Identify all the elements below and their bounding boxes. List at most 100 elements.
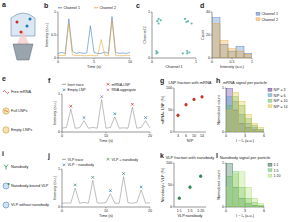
x-tick-label: 0.5	[230, 60, 235, 64]
panel-letter: k	[160, 152, 164, 159]
particle	[26, 25, 29, 28]
particle	[20, 31, 23, 34]
legend-swatch	[268, 169, 272, 172]
diagram-label: Empty LNPs	[11, 128, 32, 132]
marker	[92, 176, 95, 179]
point	[182, 52, 184, 54]
bar	[226, 97, 232, 132]
y-tick-label: 0	[148, 56, 150, 60]
y-tick-label: 0	[170, 205, 172, 209]
icon	[3, 183, 9, 189]
panel-letter: f	[48, 77, 51, 84]
dot	[178, 197, 181, 200]
plot-area	[226, 163, 264, 207]
marker	[140, 186, 143, 189]
y-axis-label: Normalized count	[217, 94, 221, 124]
legend-label: VLP trace	[68, 158, 84, 162]
x-tick-label: 0	[61, 134, 63, 138]
y-tick-label: 0	[208, 56, 210, 60]
diagram-label: Nanobody-bound VLP	[11, 184, 49, 188]
legend-swatch	[94, 7, 98, 8]
marker	[74, 184, 77, 187]
y-tick-label: 0	[54, 56, 56, 60]
x-tick-label: 0	[57, 60, 59, 64]
legend-swatch	[62, 159, 66, 160]
legend-swatch	[63, 89, 65, 92]
panel: f0101020Intensity (a.u.)Time (s)Inert tr…	[48, 77, 152, 143]
bar	[251, 198, 257, 207]
legend-label: Channel 2	[100, 6, 116, 10]
x-axis	[174, 132, 206, 133]
bar	[258, 128, 264, 132]
x-tick-label: 10	[128, 60, 132, 64]
panel-letter: a	[2, 1, 6, 8]
y-axis-label: Intensity (a.u.)	[53, 175, 57, 200]
y-axis-label: Channel 2	[143, 26, 147, 43]
bar	[226, 110, 232, 132]
bar	[226, 176, 232, 207]
y-tick-label: 40	[206, 10, 210, 14]
legend-label: Channel 1	[64, 6, 80, 10]
legend-swatch	[58, 7, 62, 8]
legend-swatch	[62, 84, 66, 85]
x-tick-label: 3	[244, 209, 246, 213]
legend-swatch	[268, 99, 272, 102]
x-axis	[62, 132, 150, 133]
dot	[176, 114, 179, 117]
legend-label: Channel 2	[262, 18, 278, 22]
marker	[114, 113, 117, 116]
plot-area	[176, 95, 203, 117]
point	[184, 18, 186, 20]
x-tick-label: 1:1	[177, 209, 182, 213]
point	[186, 50, 188, 52]
panel: kVLP fraction with nanobody0501001:11:51…	[160, 152, 214, 218]
plot-area	[155, 18, 192, 55]
bar	[228, 49, 236, 58]
legend-label: VLP + nanobody	[112, 158, 139, 162]
y-axis	[174, 88, 175, 132]
x-tick-label: 10	[104, 209, 108, 213]
legend-label: VLP − nanobody	[68, 163, 95, 167]
y-tick-label: 0	[222, 130, 224, 134]
y-tick-label: 0	[58, 130, 60, 134]
x-tick-label: 20	[148, 134, 152, 138]
plot-area	[62, 172, 150, 203]
x-axis-label: Channel 1	[165, 65, 182, 69]
y-tick-label: 0.5	[51, 33, 56, 37]
x-axis	[174, 207, 206, 208]
legend-label: mRNA-LNP	[112, 83, 131, 87]
y-tick-label: 0	[58, 205, 60, 209]
bar	[245, 187, 251, 207]
icon	[4, 165, 8, 170]
x-axis-label: I − I₀ (a.u.)	[236, 214, 255, 218]
y-tick-label: 0	[170, 130, 172, 134]
bar	[236, 51, 244, 58]
x-axis-label: N/P	[187, 139, 194, 143]
x-tick-label: 3	[177, 134, 179, 138]
dot	[200, 95, 203, 98]
bar	[251, 123, 257, 132]
legend-swatch	[107, 83, 109, 86]
legend-swatch	[268, 174, 272, 177]
bar	[212, 24, 220, 59]
y-axis-label: Count	[201, 29, 205, 40]
x-tick-label: 6	[185, 134, 187, 138]
x-tick-label: 10	[104, 134, 108, 138]
x-tick-label: 3	[244, 134, 246, 138]
legend-label: N/P = 6	[274, 94, 286, 98]
panel: d0204000.51CountIntensity (a.u.)Channel …	[200, 2, 278, 69]
x-tick-label: 0	[225, 209, 227, 213]
panel: b00.510510Intensity (a.u.)Time (s)Channe…	[44, 2, 132, 69]
legend-swatch	[268, 88, 272, 91]
point	[157, 51, 159, 53]
legend-label: 1:1	[274, 163, 279, 167]
point	[160, 19, 162, 21]
x-axis	[62, 207, 150, 208]
y-tick-label: 0	[222, 205, 224, 209]
bar	[226, 163, 232, 207]
panel-letter: h	[216, 77, 220, 84]
panel: lNanobody signal per particle01036Normal…	[216, 152, 281, 218]
x-tick-label: 1	[251, 60, 253, 64]
title: VLP fraction with nanobody	[166, 155, 215, 160]
y-tick-label: 1	[148, 10, 150, 14]
